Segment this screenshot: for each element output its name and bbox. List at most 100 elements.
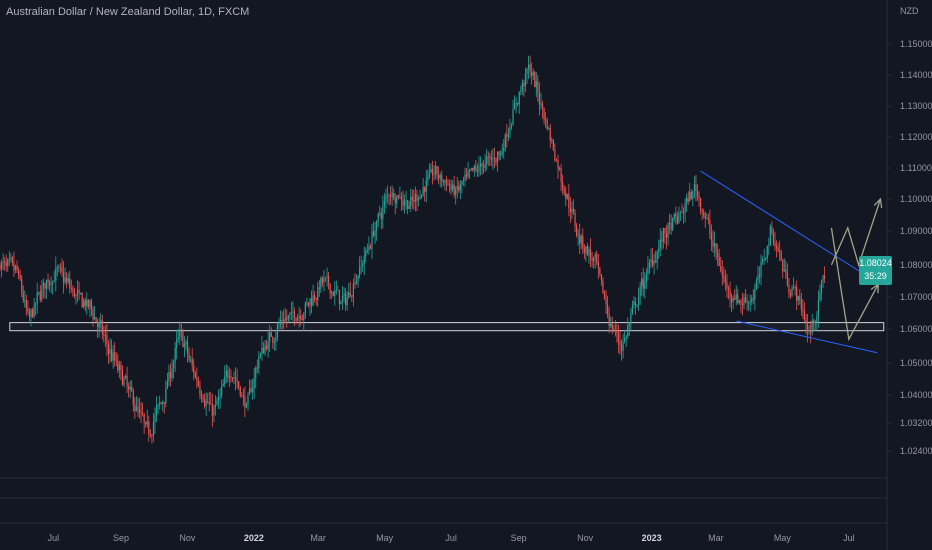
candle-body: [797, 295, 799, 301]
candle-body: [619, 341, 621, 345]
candle-body: [69, 278, 71, 288]
candle-body: [0, 263, 3, 270]
candle-body: [233, 377, 235, 379]
candle-body: [543, 107, 545, 121]
candle-body: [486, 156, 488, 165]
candle-body: [64, 277, 66, 283]
candle-body: [503, 147, 505, 152]
candle-body: [349, 292, 351, 296]
candle-body: [569, 207, 571, 213]
candle-body: [633, 301, 635, 306]
candle-body: [59, 266, 62, 268]
candle-body: [103, 333, 105, 336]
drawings[interactable]: [700, 170, 883, 354]
support-zone-rect[interactable]: [9, 322, 885, 332]
candle-body: [341, 295, 344, 301]
candle-body: [628, 323, 630, 327]
projection-down-arrow[interactable]: [830, 227, 879, 342]
candle-body: [78, 290, 80, 294]
candle-body: [292, 311, 294, 313]
candle-body: [217, 396, 220, 401]
candle-body: [682, 212, 685, 214]
candle-body: [472, 167, 474, 171]
candle-body: [297, 318, 299, 322]
candle-body: [252, 387, 254, 392]
candle-body: [238, 381, 240, 387]
projection-up-arrow[interactable]: [830, 198, 882, 268]
candle-body: [228, 376, 230, 378]
candle-body: [803, 311, 806, 321]
candle-body: [704, 214, 706, 219]
candle-body: [726, 281, 728, 288]
candle-body: [345, 293, 347, 305]
candle-body: [236, 379, 238, 382]
candle-body: [696, 190, 699, 197]
candle-body: [531, 72, 533, 76]
candle-body: [30, 309, 32, 318]
candle-body: [86, 299, 88, 307]
candle-body: [523, 82, 525, 87]
candle-body: [205, 401, 207, 407]
candle-body: [741, 303, 744, 306]
candle-body: [100, 320, 102, 323]
candle-body: [473, 166, 475, 171]
candle-body: [171, 368, 173, 379]
candle-body: [27, 308, 29, 312]
candle-body: [107, 344, 110, 354]
time-scale[interactable]: Jul Sep Nov 2022 Mar May Jul Sep Nov 2023 Mar May Ju…: [48, 533, 855, 543]
candle-body: [363, 256, 365, 265]
candle-body: [93, 316, 96, 320]
candle-body: [783, 269, 785, 272]
candle-body: [190, 359, 192, 361]
candle-body: [560, 168, 562, 183]
candle-body: [328, 275, 330, 284]
candle-body: [216, 400, 218, 406]
candle-body: [558, 168, 561, 169]
candle-body: [582, 235, 584, 249]
candle-body: [157, 404, 159, 406]
candle-body: [518, 91, 520, 105]
candle-body: [789, 293, 792, 296]
candle-body: [28, 311, 31, 318]
candle-body: [664, 227, 666, 234]
candle-body: [101, 320, 103, 334]
candle-body: [568, 194, 570, 208]
candle-body: [22, 292, 24, 301]
candle-body: [489, 156, 491, 158]
candle-body: [419, 197, 421, 199]
candle-body: [312, 295, 314, 306]
candle-body: [658, 247, 660, 252]
candle-body: [306, 302, 308, 304]
candle-body: [631, 305, 633, 314]
candle-body: [813, 320, 815, 323]
candle-body: [62, 272, 65, 283]
candle-body: [287, 315, 289, 320]
price-scale[interactable]: 1.15000 1.14000 1.13000 1.12000 1.11000 1.100…: [887, 39, 932, 456]
candle-body: [177, 337, 179, 339]
candle-body: [591, 257, 593, 261]
candle-body: [576, 226, 578, 236]
upper-trendline[interactable]: [700, 170, 876, 282]
candle-body: [45, 279, 48, 289]
support-zone[interactable]: [9, 322, 885, 332]
candle-body: [467, 171, 469, 177]
candle-body: [579, 234, 581, 244]
candle-body: [259, 354, 261, 357]
candle-body: [340, 300, 342, 305]
candle-body: [465, 174, 468, 177]
candle-body: [151, 435, 153, 436]
candle-body: [740, 300, 742, 304]
candle-body: [763, 258, 765, 260]
candle-body: [744, 297, 747, 303]
candle-body: [337, 289, 339, 291]
candle-body: [669, 222, 671, 224]
candle-body: [594, 254, 596, 258]
candle-body: [109, 349, 111, 354]
candle-body: [377, 213, 379, 222]
candle-body: [264, 345, 266, 354]
candle-body: [270, 332, 272, 337]
y-tick-label: 1.02400: [900, 446, 932, 456]
lower-trendline[interactable]: [736, 320, 878, 354]
candle-body: [95, 316, 97, 322]
